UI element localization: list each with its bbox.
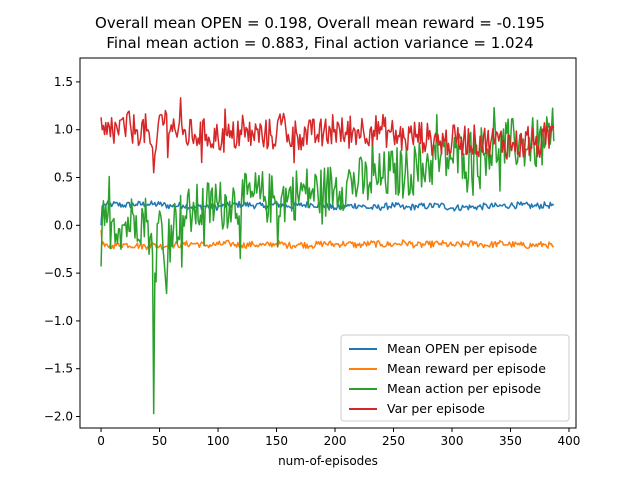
- y-tick-label: −0.5: [44, 266, 73, 280]
- y-tick-label: −2.0: [44, 410, 73, 424]
- x-tick-label: 50: [152, 434, 167, 448]
- y-axis-ticks: −2.0 −1.5 −1.0 −0.5 0.0 0.5 1.0 1.5: [44, 75, 80, 424]
- y-tick-label: −1.5: [44, 362, 73, 376]
- x-tick-label: 0: [97, 434, 105, 448]
- y-tick-label: 1.5: [54, 75, 73, 89]
- legend-label: Mean action per episode: [387, 381, 541, 396]
- series-line-1: [100, 200, 555, 226]
- y-tick-label: 1.0: [54, 123, 73, 137]
- legend-label: Mean reward per episode: [387, 361, 546, 376]
- x-tick-label: 100: [207, 434, 230, 448]
- axes-frame: [79, 57, 577, 429]
- series-line-4: [100, 97, 555, 174]
- series-layer: [100, 97, 555, 415]
- y-tick-label: 0.5: [54, 171, 73, 185]
- x-tick-label: 150: [265, 434, 288, 448]
- chart-title-line-2: Final mean action = 0.883, Final action …: [106, 34, 534, 52]
- y-tick-label: −1.0: [44, 314, 73, 328]
- x-tick-label: 300: [441, 434, 464, 448]
- x-axis-label: num-of-episodes: [278, 454, 378, 468]
- series-line-3: [100, 106, 555, 415]
- chart-title-line-1: Overall mean OPEN = 0.198, Overall mean …: [95, 14, 545, 32]
- x-tick-label: 350: [499, 434, 522, 448]
- x-axis-ticks: 0 50 100 150 200 250 300 350 400: [97, 428, 580, 448]
- legend-box: [340, 334, 570, 422]
- x-tick-label: 200: [324, 434, 347, 448]
- y-tick-label: 0.0: [54, 218, 73, 232]
- legend: Mean OPEN per episode Mean reward per epi…: [340, 334, 570, 422]
- x-tick-label: 250: [382, 434, 405, 448]
- legend-label: Mean OPEN per episode: [387, 341, 538, 356]
- legend-label: Var per episode: [387, 401, 485, 416]
- x-tick-label: 400: [558, 434, 581, 448]
